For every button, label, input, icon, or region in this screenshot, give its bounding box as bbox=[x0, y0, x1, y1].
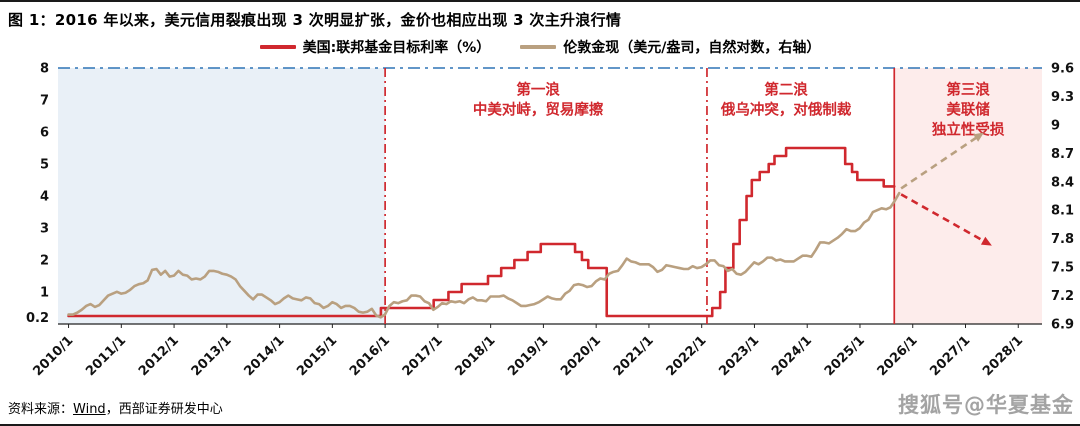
wave1-label: 中美对峙，贸易摩擦 bbox=[473, 100, 604, 118]
source-vendor[interactable]: Wind bbox=[73, 402, 106, 417]
y-right-tick: 7.5 bbox=[1051, 261, 1074, 276]
wave1-label: 第一浪 bbox=[516, 80, 560, 98]
pre-2016-region bbox=[58, 68, 386, 324]
y-right-tick: 7.8 bbox=[1051, 232, 1074, 247]
x-tick-label: 2026/1 bbox=[875, 333, 921, 379]
wave2-label: 第二浪 bbox=[764, 80, 808, 98]
legend-label-gold: 伦敦金现（美元/盎司，自然对数，右轴） bbox=[563, 40, 821, 56]
y-right-tick: 8.4 bbox=[1051, 175, 1074, 190]
x-tick-label: 2023/1 bbox=[716, 333, 762, 379]
y-left-tick: 1 bbox=[40, 286, 49, 301]
gold-projection-arrow-head bbox=[973, 132, 984, 142]
y-left-tick: 3 bbox=[40, 222, 49, 237]
x-tick-label: 2010/1 bbox=[30, 333, 76, 379]
x-tick-label: 2017/1 bbox=[400, 333, 446, 379]
top-border-rule bbox=[0, 0, 1080, 2]
y-left-tick: 2 bbox=[40, 254, 49, 269]
wave3-label: 美联储 bbox=[946, 100, 990, 118]
x-tick-label: 2028/1 bbox=[980, 333, 1026, 379]
wave2-label: 俄乌冲突，对俄制裁 bbox=[720, 100, 852, 118]
figure-title: 图 1：2016 年以来，美元信用裂痕出现 3 次明显扩张，金价也相应出现 3 … bbox=[8, 11, 622, 29]
wave3-region bbox=[894, 68, 1042, 324]
x-tick-label: 2025/1 bbox=[822, 333, 868, 379]
source-note: 资料来源：Wind，西部证券研发中心 bbox=[8, 398, 223, 417]
y-left-tick: 0.2 bbox=[26, 311, 49, 326]
source-prefix: 资料来源： bbox=[8, 402, 74, 417]
rate-projection-arrow-head bbox=[980, 236, 992, 246]
x-tick-label: 2019/1 bbox=[505, 333, 551, 379]
chart-legend: 美国:联邦基金目标利率（%） 伦敦金现（美元/盎司，自然对数，右轴） bbox=[0, 37, 1080, 57]
legend-label-fed-rate: 美国:联邦基金目标利率（%） bbox=[302, 40, 491, 56]
wave3-label: 独立性受损 bbox=[932, 120, 1005, 138]
y-left-tick: 5 bbox=[40, 158, 49, 173]
x-tick-label: 2020/1 bbox=[558, 333, 604, 379]
x-tick-label: 2024/1 bbox=[769, 333, 815, 379]
legend-item-gold: 伦敦金现（美元/盎司，自然对数，右轴） bbox=[520, 37, 820, 57]
source-suffix: ，西部证券研发中心 bbox=[105, 402, 223, 417]
y-right-tick: 9.6 bbox=[1051, 62, 1074, 77]
x-tick-label: 2012/1 bbox=[136, 333, 182, 379]
x-tick-label: 2016/1 bbox=[347, 333, 393, 379]
y-right-tick: 7.2 bbox=[1051, 289, 1074, 304]
y-left-tick: 8 bbox=[40, 62, 49, 77]
y-left-tick: 7 bbox=[40, 94, 49, 109]
watermark: 搜狐号@华夏基金 bbox=[898, 393, 1074, 417]
x-tick-label: 2014/1 bbox=[241, 333, 287, 379]
wave3-label: 第三浪 bbox=[946, 80, 990, 98]
fed-rate-line-swatch bbox=[259, 45, 296, 49]
x-tick-label: 2021/1 bbox=[611, 333, 657, 379]
london-gold-log-line bbox=[67, 191, 901, 319]
chart-canvas: 8 7 6 5 4 3 2 1 0.2 9.6 9.3 9 8.7 8.4 8.1 7.8 7.5 7.2 6.9 2… bbox=[26, 62, 1074, 380]
rate-projection-arrow bbox=[900, 193, 987, 244]
x-tick-label: 2011/1 bbox=[83, 333, 129, 379]
x-tick-label: 2022/1 bbox=[664, 333, 710, 379]
y-right-tick: 8.1 bbox=[1051, 204, 1074, 219]
y-right-tick: 6.9 bbox=[1051, 318, 1074, 333]
y-right-tick: 8.7 bbox=[1051, 147, 1074, 162]
y-right-tick: 9 bbox=[1051, 118, 1060, 133]
gold-line-swatch bbox=[520, 45, 557, 49]
bottom-border-rule bbox=[0, 424, 1080, 426]
x-tick-label: 2015/1 bbox=[294, 333, 340, 379]
fed-funds-rate-line bbox=[67, 146, 896, 318]
y-right-tick: 9.3 bbox=[1051, 90, 1074, 105]
legend-item-fed-rate: 美国:联邦基金目标利率（%） bbox=[259, 37, 491, 57]
gold-projection-arrow bbox=[900, 135, 979, 190]
y-left-tick: 6 bbox=[40, 126, 49, 141]
x-tick-label: 2018/1 bbox=[453, 333, 499, 379]
y-left-tick: 4 bbox=[40, 190, 49, 205]
x-tick-label: 2027/1 bbox=[927, 333, 973, 379]
x-tick-label: 2013/1 bbox=[189, 333, 235, 379]
